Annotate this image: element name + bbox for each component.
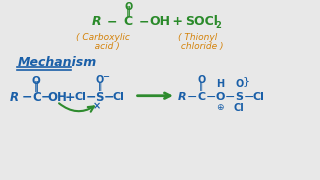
Text: OH: OH	[47, 91, 67, 104]
Text: O: O	[124, 2, 132, 12]
Text: −: −	[103, 91, 114, 104]
Text: −: −	[102, 72, 109, 81]
Text: H: H	[216, 79, 224, 89]
Text: chloride ): chloride )	[179, 42, 224, 51]
Text: acid ): acid )	[86, 42, 120, 51]
Text: Cl: Cl	[234, 103, 245, 113]
Text: OH: OH	[149, 15, 171, 28]
Text: Cl: Cl	[112, 92, 124, 102]
Text: −: −	[244, 91, 254, 104]
Text: Mechanism: Mechanism	[17, 56, 97, 69]
Text: SOCl: SOCl	[185, 15, 218, 28]
Text: −: −	[85, 91, 96, 104]
Text: O: O	[32, 76, 41, 86]
Text: }: }	[243, 76, 250, 86]
Text: ( Carboxylic: ( Carboxylic	[76, 33, 130, 42]
Text: ⊕: ⊕	[217, 103, 224, 112]
Text: ×: ×	[92, 102, 100, 111]
Text: −: −	[205, 91, 216, 104]
Text: +: +	[168, 15, 183, 28]
Text: C: C	[197, 92, 205, 102]
Text: ‖: ‖	[98, 82, 102, 91]
Text: ‖: ‖	[199, 82, 204, 91]
Text: −: −	[41, 91, 51, 104]
Text: S: S	[95, 91, 104, 104]
Text: S: S	[235, 92, 243, 102]
Text: ‖: ‖	[126, 6, 131, 17]
Text: ‖: ‖	[34, 82, 39, 93]
Text: R: R	[10, 91, 19, 104]
Text: O: O	[96, 75, 104, 85]
Text: O: O	[235, 79, 244, 89]
Text: O: O	[216, 92, 225, 102]
Text: R: R	[178, 92, 187, 102]
Text: ( Thionyl: ( Thionyl	[179, 33, 218, 42]
Text: −: −	[225, 91, 235, 104]
Text: Cl: Cl	[252, 92, 264, 102]
Text: −: −	[21, 91, 32, 104]
Text: Cl: Cl	[75, 92, 87, 102]
Text: C: C	[124, 15, 133, 28]
Text: −: −	[139, 15, 149, 28]
Text: −: −	[107, 15, 118, 28]
Text: O: O	[197, 75, 205, 85]
Text: C: C	[32, 91, 41, 104]
Text: −: −	[187, 91, 197, 104]
Text: +: +	[64, 91, 75, 104]
Text: R: R	[92, 15, 101, 28]
Text: 2: 2	[216, 21, 222, 30]
